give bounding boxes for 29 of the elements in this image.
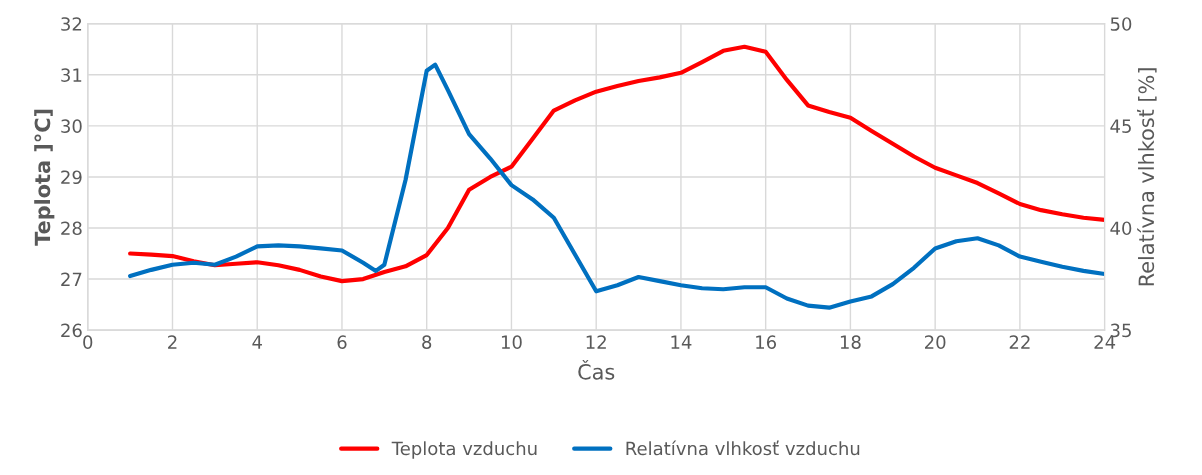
x-tick-label: 4 bbox=[252, 335, 262, 349]
x-tick-label: 20 bbox=[924, 335, 946, 349]
x-tick-label: 16 bbox=[756, 335, 777, 349]
x-tick-label: 10 bbox=[501, 335, 522, 349]
y-tick-label: 30 bbox=[61, 119, 82, 133]
x-tick-label: 14 bbox=[671, 335, 692, 349]
y-tick-label: 27 bbox=[61, 272, 82, 286]
line-series bbox=[128, 62, 1105, 310]
x-tick-label: 18 bbox=[840, 335, 861, 349]
x-tick-label: 2 bbox=[168, 335, 177, 349]
x-tick-label: 8 bbox=[422, 335, 432, 349]
x-tick-label: 0 bbox=[83, 335, 93, 349]
line-series bbox=[128, 44, 1105, 284]
y2-tick-label: 50 bbox=[1110, 17, 1132, 31]
legend-label: Teplota vzduchu bbox=[391, 441, 537, 459]
y-tick-label: 29 bbox=[61, 170, 82, 185]
x-tick-label: 12 bbox=[586, 335, 606, 349]
y-tick-label: 32 bbox=[61, 17, 82, 31]
x-tick-label: 22 bbox=[1009, 335, 1030, 349]
x-tick-label: 6 bbox=[337, 335, 347, 349]
y-tick-label: 31 bbox=[61, 68, 82, 82]
y-axis-title: Teplota ]°C] bbox=[34, 109, 55, 246]
y2-tick-label: 40 bbox=[1110, 221, 1132, 236]
y2-tick-label: 45 bbox=[1110, 119, 1131, 133]
y-tick-label: 28 bbox=[61, 221, 82, 236]
legend-label: Relatívna vlhkosť vzduchu bbox=[626, 440, 860, 456]
x-axis-title: Čas bbox=[578, 360, 615, 380]
y2-axis-title: Relatívna vlhkosť [%] bbox=[1137, 68, 1157, 286]
y-tick-label: 26 bbox=[61, 323, 82, 338]
